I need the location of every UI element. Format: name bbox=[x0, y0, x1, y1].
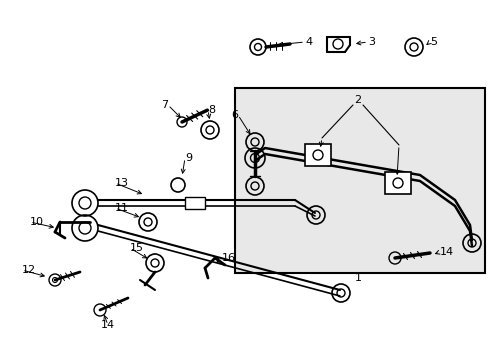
Text: 3: 3 bbox=[367, 37, 374, 47]
Text: 2: 2 bbox=[354, 95, 361, 105]
Text: 10: 10 bbox=[30, 217, 44, 227]
Text: 6: 6 bbox=[230, 110, 238, 120]
Bar bbox=[235, 88, 484, 273]
Text: 4: 4 bbox=[305, 37, 311, 47]
Text: 13: 13 bbox=[115, 178, 129, 188]
Bar bbox=[384, 172, 410, 194]
Bar bbox=[184, 197, 204, 209]
Text: 16: 16 bbox=[222, 253, 236, 263]
Circle shape bbox=[312, 150, 323, 160]
Bar bbox=[305, 144, 330, 166]
Text: 11: 11 bbox=[115, 203, 129, 213]
Circle shape bbox=[392, 178, 402, 188]
Text: 9: 9 bbox=[184, 153, 192, 163]
Text: 12: 12 bbox=[22, 265, 36, 275]
Text: 7: 7 bbox=[161, 100, 168, 110]
Text: 1: 1 bbox=[354, 273, 361, 283]
Text: 5: 5 bbox=[429, 37, 436, 47]
Text: 14: 14 bbox=[439, 247, 453, 257]
Text: 8: 8 bbox=[207, 105, 215, 115]
Text: 15: 15 bbox=[130, 243, 143, 253]
Text: 14: 14 bbox=[101, 320, 115, 330]
